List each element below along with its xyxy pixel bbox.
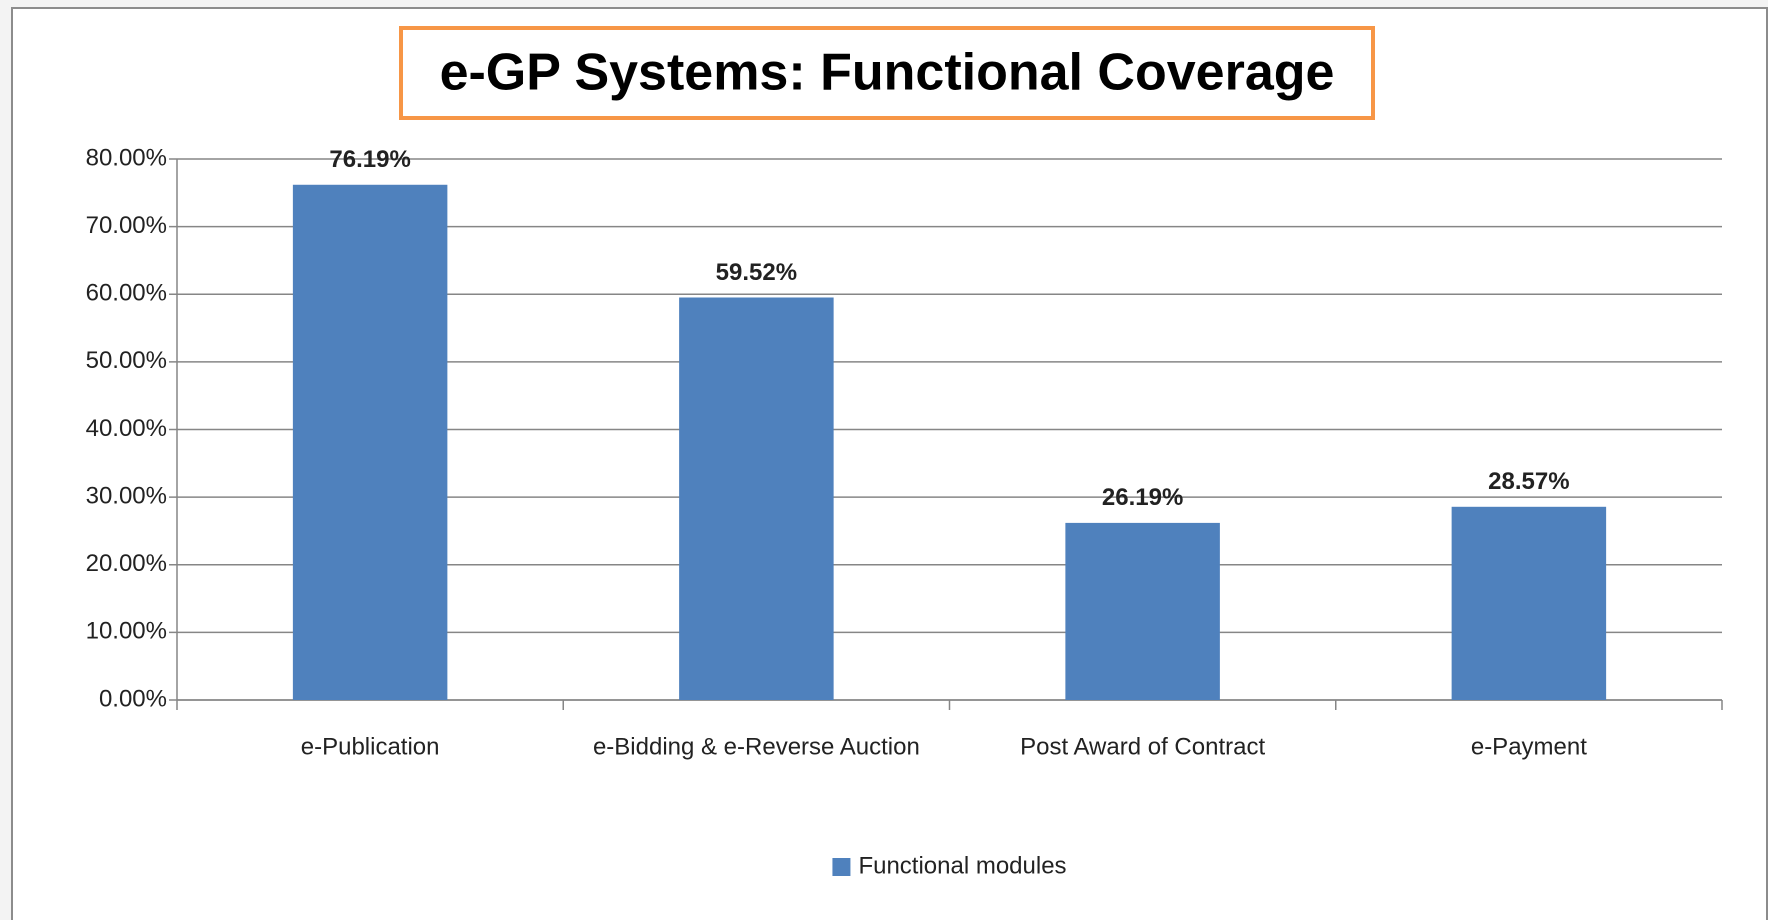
title-box [399, 26, 1375, 120]
y-tick-label: 10.00% [86, 618, 167, 645]
bar [1451, 506, 1607, 700]
bar [292, 184, 448, 700]
bar [1065, 522, 1220, 700]
legend-swatch [832, 858, 851, 876]
data-label: 26.19% [1102, 484, 1183, 511]
y-tick-label: 40.00% [86, 415, 167, 442]
y-tick-label: 60.00% [86, 280, 167, 307]
y-tick-label: 30.00% [86, 482, 167, 509]
y-tick-label: 0.00% [99, 685, 167, 712]
data-label: 59.52% [716, 259, 797, 286]
chart-area [11, 7, 1768, 920]
x-tick-label: Post Award of Contract [1020, 733, 1265, 760]
y-tick-label: 50.00% [86, 347, 167, 374]
data-label: 28.57% [1488, 468, 1569, 495]
bar [679, 297, 834, 700]
y-tick-label: 70.00% [86, 212, 167, 239]
chart-title: e-GP Systems: Functional Coverage [440, 44, 1335, 102]
x-tick-label: e-Bidding & e-Reverse Auction [593, 733, 920, 760]
x-tick-label: e-Payment [1471, 733, 1587, 760]
y-tick-label: 20.00% [86, 550, 167, 577]
y-tick-label: 80.00% [86, 144, 167, 171]
legend-label: Functional modules [858, 852, 1066, 879]
x-tick-label: e-Publication [301, 733, 440, 760]
data-label: 76.19% [329, 146, 410, 173]
